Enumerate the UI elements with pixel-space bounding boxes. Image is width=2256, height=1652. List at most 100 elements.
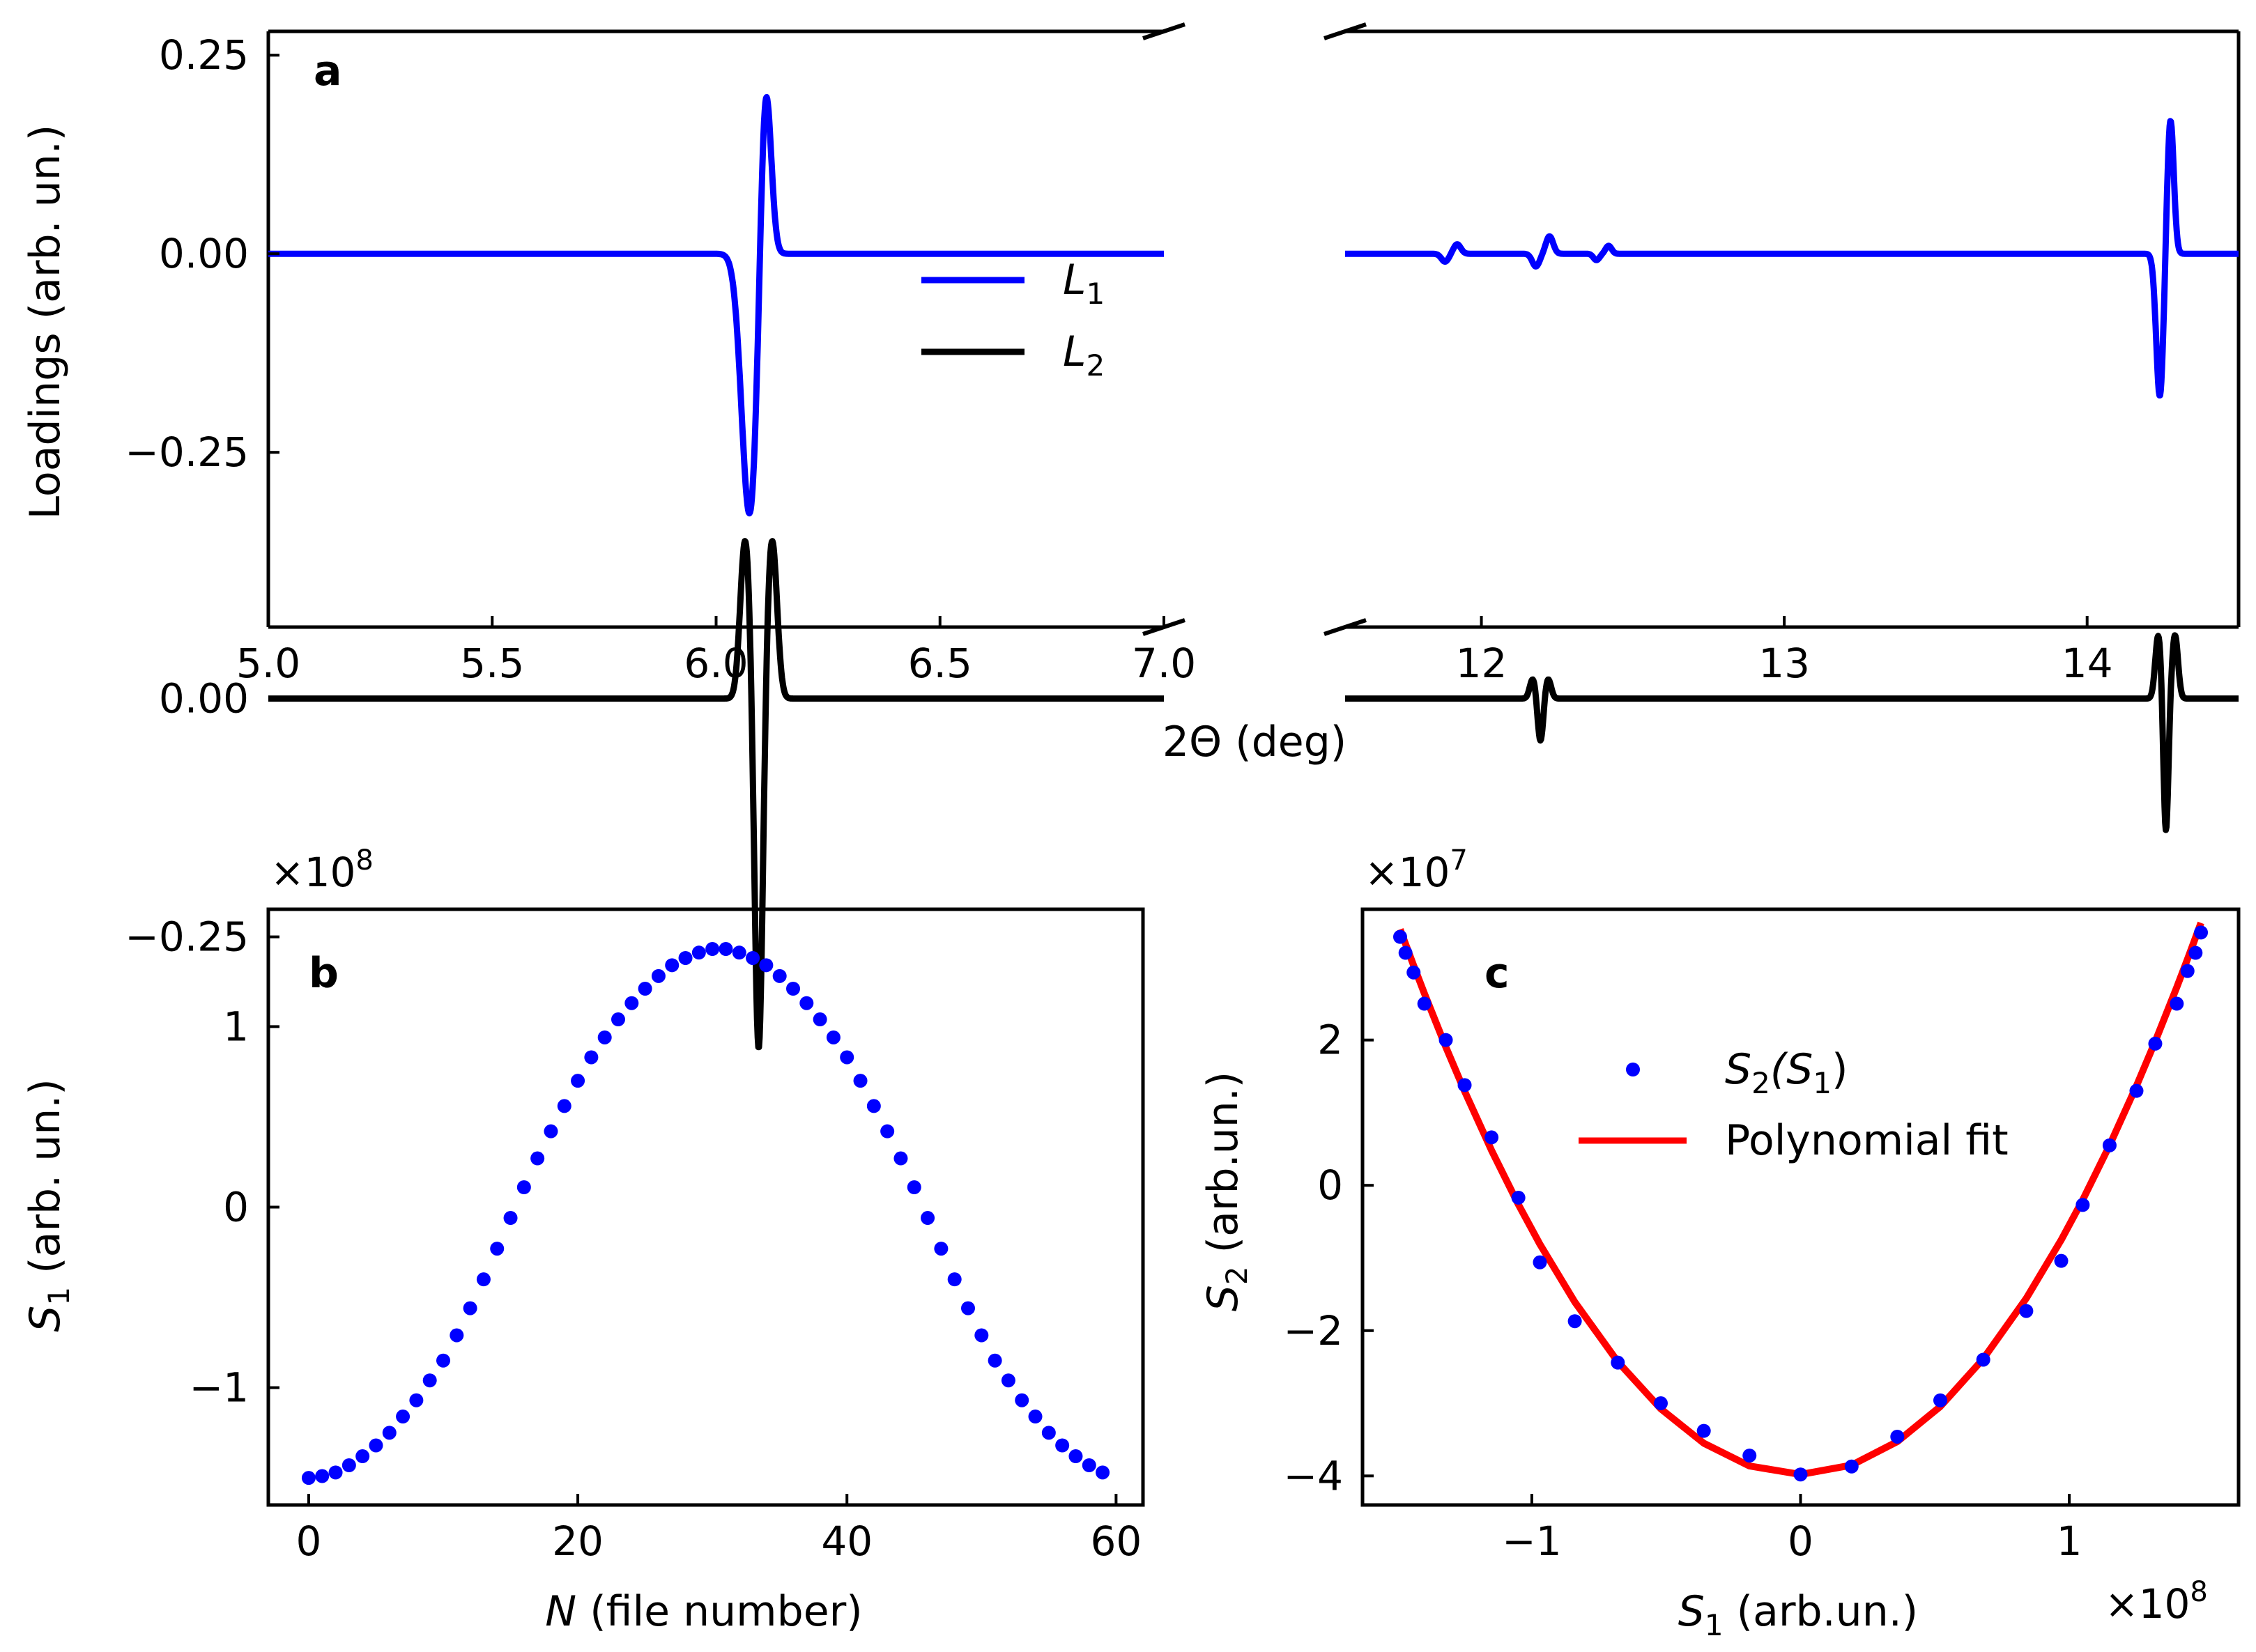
- panel-a-series-l1: [266, 93, 1167, 517]
- panel-b-data-point: [1096, 1465, 1110, 1480]
- panel-b-data-point: [584, 1050, 599, 1065]
- panel-b-data-point: [665, 958, 680, 973]
- panel-c-data-point: [1976, 1352, 1990, 1367]
- panel-c-data-point: [1457, 1078, 1472, 1093]
- panel-b-data-point: [557, 1099, 571, 1113]
- panel-b-axes: 0 20 40 60 −1 0 1: [190, 907, 1145, 1565]
- panel-b-data-point: [961, 1301, 975, 1315]
- panel-a-x-tick-label: 7.0: [1132, 640, 1196, 687]
- panel-a-y-tick-label: 0.00: [159, 675, 249, 723]
- panel-b-data-point: [934, 1242, 949, 1256]
- panel-b-data-point: [382, 1426, 397, 1440]
- panel-b-data-point: [597, 1030, 612, 1044]
- panel-b-data-point: [813, 1012, 827, 1027]
- panel-b-data-point: [907, 1180, 921, 1194]
- panel-b-data-point: [571, 1074, 585, 1088]
- legend-label-s2-s1: S2(S1): [1725, 1045, 1848, 1100]
- panel-b-data-point: [1055, 1438, 1070, 1453]
- legend-label-l1: L1: [1063, 256, 1105, 311]
- panel-c-data-point: [2102, 1138, 2117, 1152]
- panel-a-x-tick-label: 12: [1456, 640, 1507, 687]
- panel-b-data-point: [705, 942, 720, 956]
- panel-c-data-point: [1484, 1130, 1499, 1145]
- panel-b-data-point: [342, 1458, 356, 1472]
- panel-b-data-point: [840, 1050, 854, 1065]
- panel-a-y-tick-label: 0.25: [159, 31, 249, 79]
- axis-break-mark: [1142, 618, 1185, 636]
- panel-c-data-point: [2148, 1036, 2163, 1051]
- panel-c-data-point: [2188, 945, 2203, 960]
- panel-a-series-l2: [1342, 632, 2241, 833]
- panel-c-y-tick-label: 2: [1317, 1017, 1343, 1064]
- panel-a-y-tick-label: −0.25: [125, 429, 249, 476]
- panel-b-data-point: [921, 1211, 935, 1226]
- panel-c-y-axis-label: S2 (arb.un.): [1199, 1072, 1254, 1311]
- panel-b-x-tick-label: 40: [821, 1518, 873, 1565]
- panel-c-data-point: [1398, 945, 1413, 960]
- panel-b-data-point: [611, 1012, 625, 1027]
- panel-b-data-point: [450, 1328, 464, 1343]
- panel-c-x-offset-label: ×108: [2105, 1576, 2208, 1628]
- panel-b-data-point: [396, 1410, 410, 1424]
- panel-c-data-point: [1742, 1449, 1757, 1463]
- panel-b-data-point: [355, 1449, 370, 1464]
- panel-b-data-point: [1001, 1373, 1015, 1388]
- panel-c-data-point: [2170, 996, 2184, 1011]
- panel-a-x-tick-label: 5.0: [236, 640, 300, 687]
- legend-label-l2: L2: [1063, 327, 1105, 383]
- panel-b-data-point: [503, 1211, 518, 1226]
- panel-c-data-point: [2075, 1198, 2090, 1212]
- panel-c-legend: S2(S1) Polynomial fit: [1579, 1045, 2009, 1165]
- panel-b-x-tick-label: 20: [552, 1518, 604, 1565]
- panel-b-data-point: [1041, 1426, 1056, 1440]
- panel-c-frame: [1360, 907, 2241, 1507]
- axis-break-mark: [1142, 22, 1185, 40]
- panel-b-data-point: [799, 996, 814, 1010]
- panel-c-data-point: [1611, 1355, 1625, 1370]
- panel-b-y-tick-label: 1: [223, 1003, 249, 1050]
- panel-b-data-point: [678, 950, 693, 965]
- panel-b-data-point: [651, 968, 666, 983]
- legend-label-polynomial-fit: Polynomial fit: [1725, 1116, 2009, 1165]
- panel-c-data-point: [1793, 1467, 1808, 1482]
- panel-b-data-point: [369, 1438, 383, 1453]
- panel-c-data-point: [1417, 996, 1432, 1011]
- panel-b-data-point: [732, 945, 746, 960]
- panel-c-data-point: [1438, 1033, 1453, 1047]
- panel-b-data-point: [746, 950, 760, 965]
- panel-b-data-point: [490, 1242, 505, 1256]
- legend-marker-s2-s1: [1626, 1063, 1640, 1076]
- panel-c-data-point: [2194, 925, 2209, 940]
- panel-b-x-axis-label: N (file number): [545, 1587, 862, 1636]
- panel-a-letter: a: [314, 47, 342, 95]
- panel-b-data-point: [436, 1353, 450, 1368]
- panel-b-data-point: [1068, 1449, 1083, 1464]
- panel-a-y-tick-label: −0.25: [125, 913, 249, 961]
- panel-b-data-point: [988, 1353, 1002, 1368]
- panel-c-data-point: [1511, 1190, 1526, 1205]
- panel-b-data-point: [719, 942, 733, 956]
- panel-c-data-point: [1653, 1396, 1668, 1411]
- panel-b-data-point: [947, 1272, 962, 1287]
- panel-b-data-point: [1082, 1458, 1096, 1472]
- panel-b-data-point: [624, 996, 639, 1010]
- axis-break-mark: [1323, 618, 1367, 636]
- panel-c-y-tick-label: 0: [1317, 1161, 1343, 1209]
- panel-b-y-axis-label: S1 (arb. un.): [21, 1079, 76, 1332]
- panel-a-y-axis-label: Loadings (arb. un.): [21, 125, 70, 520]
- panel-c-x-axis-label: S1 (arb.un.): [1678, 1587, 1918, 1642]
- panel-c-x-tick-label: 0: [1788, 1518, 1813, 1565]
- panel-b-data-point: [1028, 1410, 1043, 1424]
- panel-c-y-offset-label: ×107: [1365, 844, 1468, 896]
- panel-c-y-tick-label: −2: [1284, 1307, 1344, 1354]
- panel-c-x-tick-label: −1: [1502, 1518, 1562, 1565]
- panel-c-data-point: [1406, 965, 1421, 980]
- panel-c-data-point: [1844, 1459, 1859, 1474]
- panel-b-data-point: [476, 1272, 491, 1287]
- panel-a-x-tick-label: 6.5: [908, 640, 972, 687]
- panel-b-data-point: [638, 982, 652, 996]
- panel-c-data-point: [1392, 929, 1407, 944]
- panel-c-y-tick-label: −4: [1284, 1452, 1344, 1499]
- panel-b-data-point: [328, 1465, 343, 1480]
